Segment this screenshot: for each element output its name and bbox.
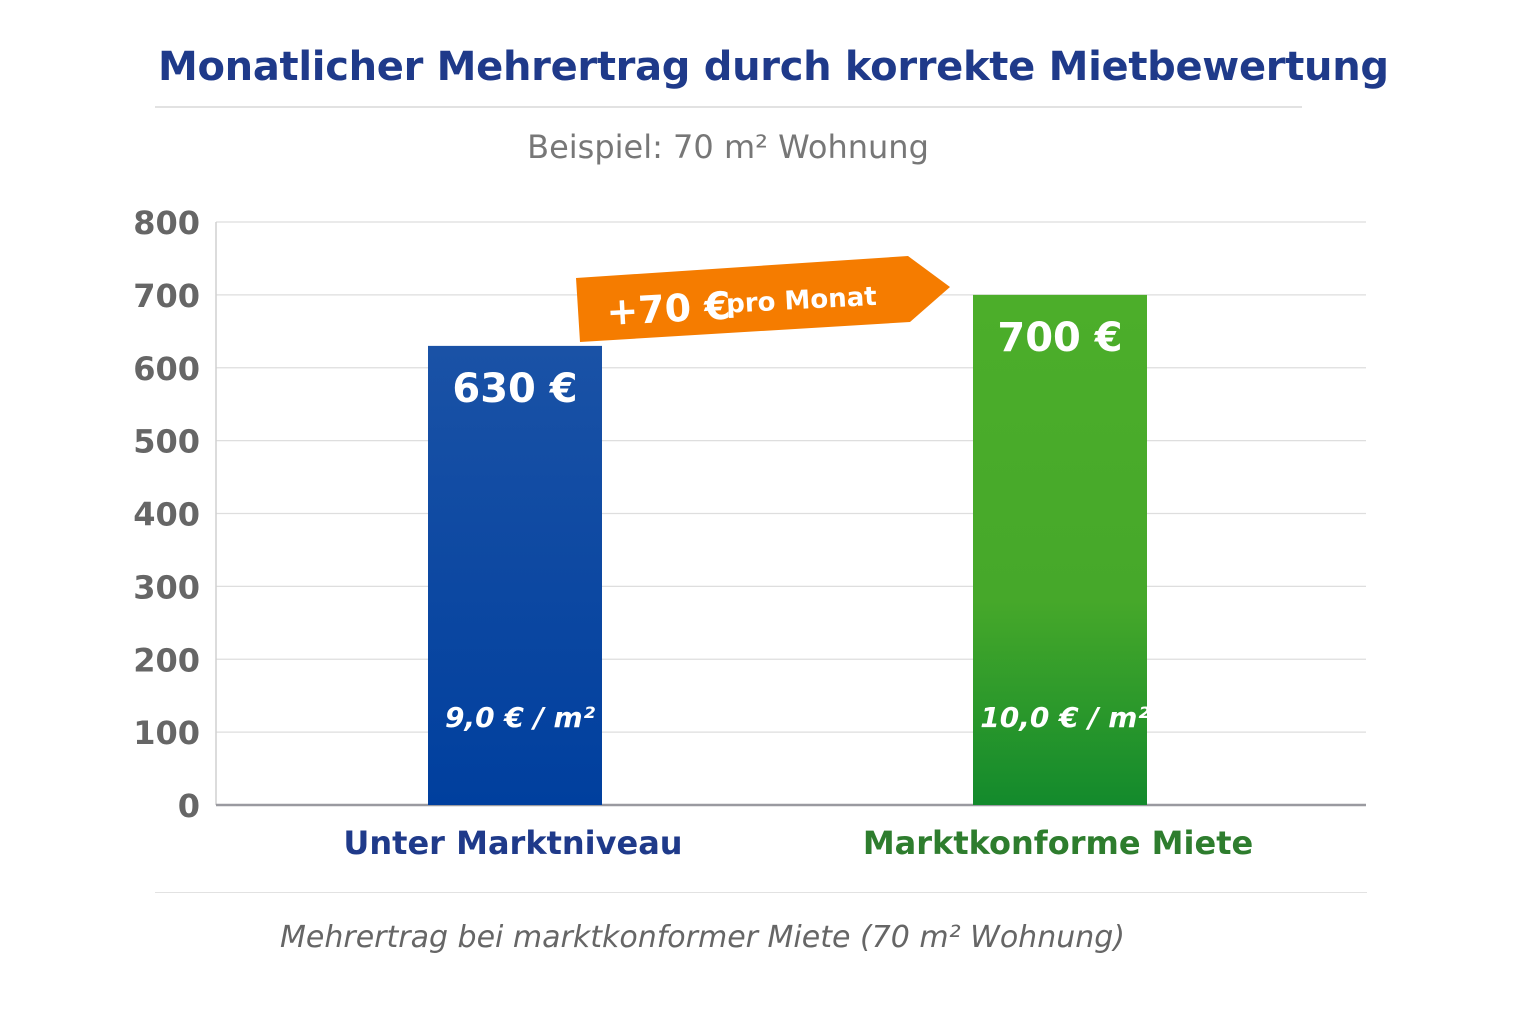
y-tick-label: 500: [133, 423, 200, 461]
y-tick-label: 100: [133, 714, 200, 752]
x-category-label: Unter Marktniveau: [343, 824, 682, 862]
y-tick-label: 300: [133, 568, 200, 606]
annotation-main: +70 €: [605, 284, 732, 334]
increase-arrow: +70 € pro Monat: [576, 256, 950, 342]
bar-sub-label: 9,0 € / m²: [445, 701, 596, 734]
arrow-shape: [576, 256, 950, 342]
bar-value-label: 630 €: [452, 366, 577, 412]
bar: [973, 294, 1147, 805]
y-tick-label: 600: [133, 350, 200, 388]
y-tick-label: 700: [133, 277, 200, 315]
y-tick-label: 400: [133, 496, 200, 534]
footer-divider: [155, 892, 1367, 893]
y-tick-label: 200: [133, 641, 200, 679]
chart-subtitle: Beispiel: 70 m² Wohnung: [527, 128, 929, 166]
chart-title: Monatlicher Mehrertrag durch korrekte Mi…: [158, 44, 1389, 90]
bar: [428, 345, 602, 805]
chart-caption: Mehrertrag bei marktkonformer Miete (70 …: [280, 920, 1125, 955]
x-category-label: Marktkonforme Miete: [863, 824, 1253, 862]
y-tick-label: 800: [133, 204, 200, 242]
title-divider: [155, 106, 1302, 108]
bar-value-label: 700 €: [997, 315, 1122, 361]
bar-sub-label: 10,0 € / m²: [980, 701, 1150, 734]
y-tick-label: 0: [178, 787, 200, 825]
